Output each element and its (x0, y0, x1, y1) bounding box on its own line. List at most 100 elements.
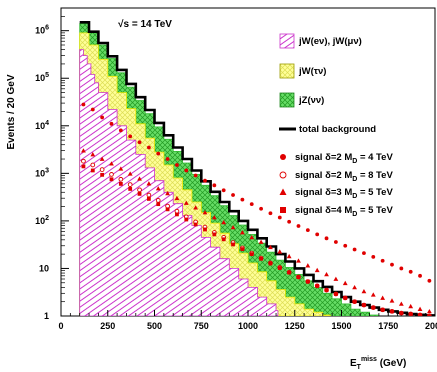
signal-1-point (128, 134, 132, 138)
signal-4-point (156, 202, 160, 206)
signal-1-point (362, 251, 366, 255)
signal-1-point (110, 122, 114, 126)
signal-2-point (91, 163, 95, 167)
signal-1-point (175, 163, 179, 167)
signal-1-point (82, 103, 86, 107)
signal-4-point (315, 284, 319, 288)
legend-swatch (280, 64, 294, 78)
signal-4-point (184, 218, 188, 222)
signal-4-point (147, 197, 151, 201)
y-tick-label: 10 (39, 263, 49, 273)
signal-4-point (203, 228, 207, 232)
x-tick-label: 1250 (285, 321, 305, 331)
signal-4-point (297, 275, 301, 279)
y-tick-exponent: 4 (45, 120, 49, 127)
signal-4-point (381, 308, 385, 312)
signal-4-point (325, 288, 329, 292)
signal-4-point (222, 237, 226, 241)
signal-2-point (82, 159, 86, 163)
signal-1-point (138, 140, 142, 144)
signal-1-point (315, 233, 319, 237)
x-tick-label: 500 (147, 321, 162, 331)
signal-4-point (240, 247, 244, 251)
legend-label: jW(eν), jW(μν) (298, 36, 362, 47)
signal-4-point (427, 314, 431, 318)
signal-1-point (371, 255, 375, 259)
signal-1-point (194, 174, 198, 178)
signal-1-point (287, 220, 291, 224)
signal-4-point (212, 233, 216, 237)
signal-4-point (175, 212, 179, 216)
signal-2-point (100, 168, 104, 172)
signal-4-point (110, 177, 114, 181)
signal-4-point (82, 164, 86, 168)
y-tick-label: 104 (35, 120, 49, 131)
y-tick-exponent: 6 (45, 25, 49, 32)
signal-4-point (278, 266, 282, 270)
signal-1-point (259, 207, 263, 211)
signal-1-point (231, 193, 235, 197)
y-axis-label: Events / 20 GeV (6, 74, 17, 149)
signal-1-point (399, 267, 403, 271)
signal-4-point (343, 296, 347, 300)
y-tick-label: 102 (35, 215, 49, 226)
signal-4-point (128, 187, 132, 191)
signal-1-point (156, 152, 160, 156)
signal-1-point (353, 248, 357, 252)
signal-2-point (147, 193, 151, 197)
x-tick-label: 250 (100, 321, 115, 331)
signal-1-point (269, 211, 273, 215)
y-tick-exponent: 5 (45, 72, 49, 79)
y-tick-label: 103 (35, 167, 49, 178)
signal-4-point (306, 280, 310, 284)
x-tick-label: 1000 (238, 321, 258, 331)
signal-4-point (194, 223, 198, 227)
signal-4-point (353, 300, 357, 304)
signal-4-point (269, 262, 273, 266)
signal-4-point (100, 173, 104, 177)
legend-marker (280, 154, 286, 160)
signal-1-point (240, 198, 244, 202)
signal-4-point (399, 311, 403, 315)
signal-1-point (91, 108, 95, 112)
x-tick-label: 1750 (378, 321, 398, 331)
signal-4-point (259, 257, 263, 261)
legend-marker (280, 172, 286, 178)
signal-1-point (390, 263, 394, 267)
signal-1-point (212, 183, 216, 187)
legend-swatch (280, 93, 294, 107)
signal-4-point (409, 312, 413, 316)
signal-1-point (222, 188, 226, 192)
legend-label: jW(τν) (298, 66, 326, 77)
signal-1-point (381, 259, 385, 263)
legend-swatch (280, 34, 294, 48)
signal-4-point (362, 303, 366, 307)
signal-1-point (100, 116, 104, 120)
y-tick-exponent: 2 (45, 215, 49, 222)
annotation: √s = 14 TeV (118, 19, 172, 30)
signal-1-point (297, 224, 301, 228)
x-tick-label: 0 (58, 321, 63, 331)
signal-2-point (110, 173, 114, 177)
signal-1-point (418, 274, 422, 278)
signal-4-point (91, 169, 95, 173)
x-tick-label: 1500 (331, 321, 351, 331)
signal-4-point (166, 207, 170, 211)
signal-4-point (287, 271, 291, 275)
signal-1-point (184, 169, 188, 173)
x-axis-label-sub: T (357, 364, 362, 371)
signal-1-point (278, 216, 282, 220)
y-tick-label: 1 (44, 311, 49, 321)
y-tick-label: 106 (35, 25, 49, 36)
signal-4-point (119, 182, 123, 186)
x-axis-label: ETmiss (GeV) (350, 356, 406, 371)
x-axis-label-unit: (GeV) (377, 358, 406, 369)
signal-4-point (390, 309, 394, 313)
signal-1-point (409, 270, 413, 274)
x-axis-label-sup: miss (361, 356, 377, 363)
signal-1-point (343, 244, 347, 248)
signal-1-point (203, 179, 207, 183)
signal-1-point (325, 236, 329, 240)
legend-marker (280, 207, 286, 213)
